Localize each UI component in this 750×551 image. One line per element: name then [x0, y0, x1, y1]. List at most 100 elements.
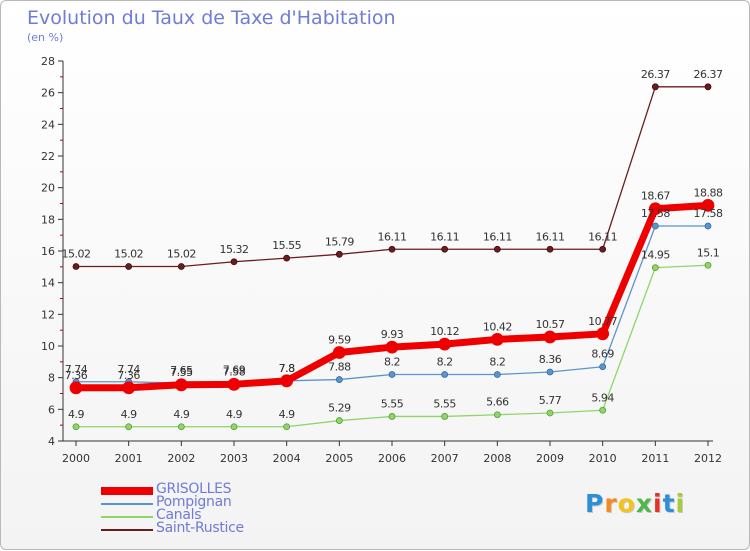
- x-tick-label: 2012: [694, 452, 722, 465]
- data-point-grisolles: [543, 330, 557, 344]
- data-point-canals: [125, 423, 133, 431]
- data-point-pompignan: [599, 363, 607, 371]
- data-point-grisolles: [596, 327, 610, 341]
- data-point-canals: [704, 261, 712, 269]
- data-point-saint-rustice: [493, 245, 501, 253]
- data-point-grisolles: [69, 381, 83, 395]
- data-label-canals: 5.29: [328, 402, 351, 415]
- data-point-grisolles: [438, 337, 452, 351]
- x-tick-label: 2008: [483, 452, 511, 465]
- data-label-saint-rustice: 15.02: [167, 248, 196, 261]
- data-label-pompignan: 8.2: [489, 356, 505, 369]
- data-point-pompignan: [704, 222, 712, 230]
- data-label-canals: 14.95: [641, 249, 670, 262]
- data-point-canals: [441, 413, 449, 420]
- data-point-saint-rustice: [72, 263, 80, 270]
- data-label-pompignan: 7.69: [223, 364, 246, 377]
- x-tick-label: 2007: [431, 452, 459, 465]
- data-label-grisolles: 18.67: [641, 190, 670, 203]
- data-point-grisolles: [648, 202, 662, 216]
- y-tick-label: 20: [41, 182, 55, 195]
- data-label-saint-rustice: 16.11: [588, 230, 617, 243]
- data-label-pompignan: 8.2: [384, 356, 400, 369]
- data-label-canals: 4.9: [121, 408, 137, 421]
- legend-swatch-pompignan: [101, 503, 153, 505]
- data-label-grisolles: 10.12: [430, 325, 459, 338]
- data-label-pompignan: 7.74: [65, 363, 88, 376]
- data-label-grisolles: 9.93: [381, 328, 404, 341]
- data-point-pompignan: [388, 371, 396, 378]
- y-tick-label: 26: [41, 87, 55, 100]
- data-point-grisolles: [280, 374, 294, 388]
- chart-subtitle: (en %): [27, 31, 64, 44]
- data-point-canals: [335, 417, 343, 424]
- y-tick-label: 28: [41, 55, 55, 68]
- data-point-saint-rustice: [441, 245, 449, 253]
- data-point-grisolles: [385, 340, 399, 354]
- data-point-canals: [651, 264, 659, 272]
- y-tick-label: 8: [48, 372, 55, 385]
- data-label-grisolles: 7.36: [117, 369, 140, 382]
- data-point-saint-rustice: [388, 245, 396, 253]
- data-label-canals: 4.9: [226, 408, 242, 421]
- x-tick-label: 2011: [641, 452, 669, 465]
- data-point-saint-rustice: [125, 263, 133, 270]
- data-point-pompignan: [441, 371, 449, 378]
- data-point-pompignan: [493, 371, 501, 378]
- data-label-grisolles: 10.42: [483, 320, 512, 333]
- data-label-grisolles: 7.58: [223, 365, 246, 378]
- data-label-grisolles: 7.8: [279, 362, 295, 375]
- y-tick-label: 12: [41, 308, 55, 321]
- logo-letter: r: [604, 489, 618, 518]
- data-label-grisolles: 9.59: [328, 333, 351, 346]
- data-point-canals: [283, 423, 291, 431]
- data-label-saint-rustice: 16.11: [483, 230, 512, 243]
- data-point-grisolles: [227, 377, 241, 391]
- logo-letter: x: [635, 489, 653, 518]
- legend-label-pompignan: Pompignan: [156, 494, 232, 510]
- data-label-canals: 5.55: [381, 397, 404, 410]
- data-point-pompignan: [651, 222, 659, 230]
- data-point-saint-rustice: [546, 245, 554, 253]
- data-point-saint-rustice: [599, 245, 607, 253]
- data-label-canals: 15.1: [697, 246, 720, 259]
- x-tick-label: 2009: [536, 452, 564, 465]
- data-point-saint-rustice: [651, 83, 659, 91]
- data-label-grisolles: 7.55: [170, 366, 193, 379]
- data-label-canals: 4.9: [279, 408, 295, 421]
- data-label-canals: 4.9: [173, 408, 189, 421]
- data-point-saint-rustice: [177, 263, 185, 270]
- x-tick-label: 2001: [115, 452, 143, 465]
- data-point-saint-rustice: [335, 250, 343, 258]
- data-label-saint-rustice: 15.32: [220, 243, 249, 256]
- data-label-saint-rustice: 26.37: [641, 68, 670, 81]
- y-tick-label: 14: [41, 277, 55, 290]
- logo-letter: i: [653, 489, 663, 518]
- logo-letter: P: [585, 489, 605, 518]
- data-label-pompignan: 17.58: [694, 207, 723, 220]
- x-tick-label: 2006: [378, 452, 406, 465]
- data-point-grisolles: [701, 198, 715, 212]
- data-label-saint-rustice: 15.02: [114, 248, 143, 261]
- data-label-canals: 5.66: [486, 396, 509, 409]
- data-point-grisolles: [174, 378, 188, 392]
- legend-label-grisolles: GRISOLLES: [156, 481, 232, 497]
- y-tick-label: 4: [48, 435, 55, 448]
- logo-letter: t: [662, 489, 676, 518]
- data-label-saint-rustice: 16.11: [430, 230, 459, 243]
- data-label-canals: 5.94: [591, 391, 614, 404]
- legend-swatch-canals: [101, 516, 153, 518]
- data-label-saint-rustice: 16.11: [536, 230, 565, 243]
- data-point-saint-rustice: [283, 254, 291, 262]
- data-point-pompignan: [335, 376, 343, 383]
- data-label-grisolles: 18.88: [694, 186, 723, 199]
- data-label-pompignan: 7.88: [328, 361, 351, 374]
- data-label-canals: 4.9: [68, 408, 84, 421]
- logo-letter: i: [675, 489, 686, 518]
- proxiti-logo: Proxiti: [585, 489, 685, 518]
- data-label-pompignan: 7.8: [279, 362, 295, 375]
- data-point-canals: [230, 423, 238, 431]
- data-label-pompignan: 17.58: [641, 207, 670, 220]
- y-tick-label: 18: [41, 213, 55, 226]
